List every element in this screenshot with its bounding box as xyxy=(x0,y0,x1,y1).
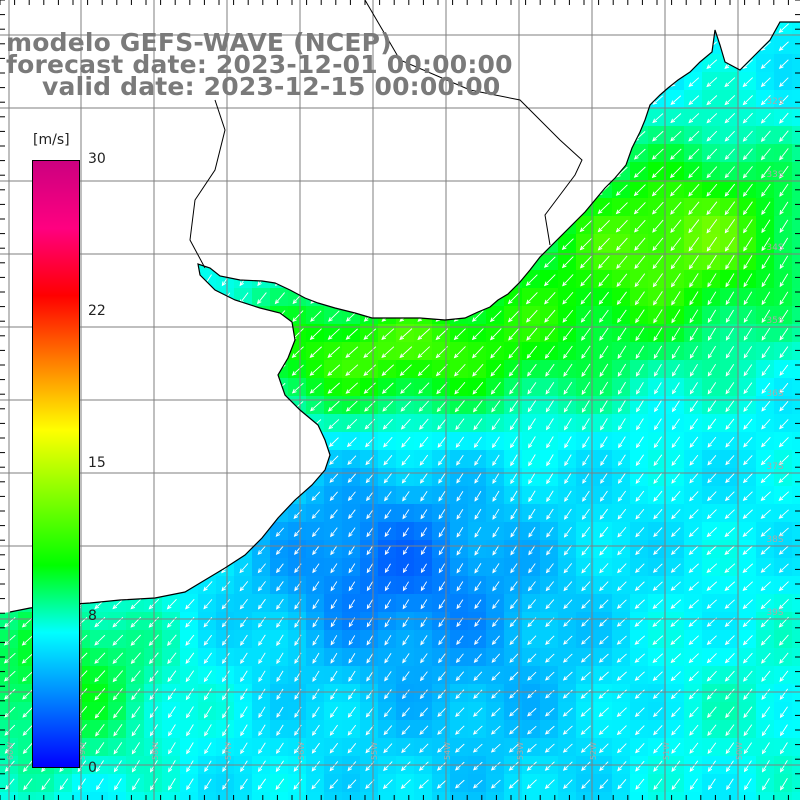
model-title: modelo GEFS-WAVE (NCEP) xyxy=(6,28,392,57)
lon-label: 58W xyxy=(151,742,160,760)
lat-label: 38S xyxy=(766,535,783,545)
colorbar-tick-22: 22 xyxy=(88,303,106,319)
colorbar-tick-15: 15 xyxy=(88,455,106,471)
colorbar-tick-30: 30 xyxy=(88,151,106,167)
lon-label: 54W xyxy=(443,742,452,760)
lon-label: 60W xyxy=(6,742,15,760)
lat-label: 32S xyxy=(766,97,783,107)
valid-date: valid date: 2023-12-15 00:00:00 xyxy=(42,72,501,101)
land-mask xyxy=(0,0,800,614)
forecast-date: forecast date: 2023-12-01 00:00:00 xyxy=(6,50,513,79)
lon-label: 53W xyxy=(516,742,525,760)
lat-label: 37S xyxy=(766,462,783,472)
colorbar-tick-8: 8 xyxy=(88,608,97,624)
lon-label: 56W xyxy=(297,742,306,760)
lat-label: 39S xyxy=(766,608,783,618)
lon-label: 59W xyxy=(78,742,87,760)
lat-label: 36S xyxy=(766,389,783,399)
colorbar-tick-0: 0 xyxy=(88,760,97,776)
lon-label: 50W xyxy=(735,742,744,760)
lon-label: 52W xyxy=(589,742,598,760)
lat-label: 33S xyxy=(766,170,783,180)
coastline xyxy=(9,0,800,613)
latitude-labels: 32S 33S 34S 35S 36S 37S 38S 39S xyxy=(766,97,783,618)
lat-label: 35S xyxy=(766,316,783,326)
lat-label: 34S xyxy=(766,243,783,253)
lon-label: 51W xyxy=(662,742,671,760)
longitude-labels: 60W 59W 58W 57W 56W 55W 54W 53W 52W 51W 50W xyxy=(6,742,744,760)
lon-label: 57W xyxy=(224,742,233,760)
colorbar-gradient xyxy=(32,160,80,768)
colorbar-unit: [m/s] xyxy=(33,132,70,148)
lon-label: 55W xyxy=(370,742,379,760)
